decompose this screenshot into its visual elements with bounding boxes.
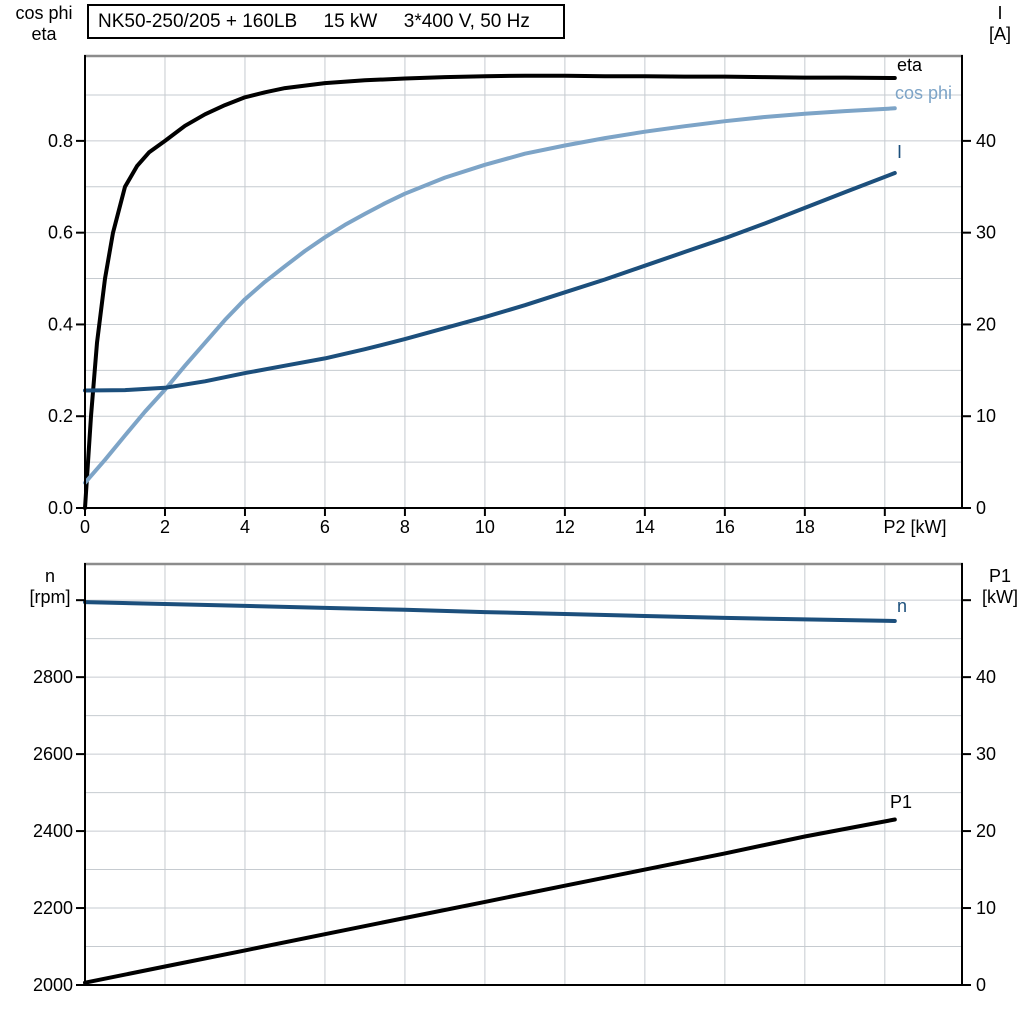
x-tick-label: 16 [715, 517, 735, 537]
right-tick-label: 0 [976, 498, 986, 518]
axis-label-eta: eta [31, 24, 57, 44]
x-tick-label: 8 [400, 517, 410, 537]
left-tick-label: 0.6 [48, 223, 73, 243]
x-axis-unit-label: P2 [kW] [883, 517, 946, 537]
left-tick-label: 2200 [33, 898, 73, 918]
axis-label-kw-unit: [kW] [982, 587, 1018, 607]
left-tick-label: 2800 [33, 667, 73, 687]
left-tick-label: 2000 [33, 975, 73, 995]
left-tick-label: 2600 [33, 744, 73, 764]
axis-label-p1: P1 [988, 566, 1012, 586]
right-tick-label: 20 [976, 821, 996, 841]
series-label-n: n [897, 596, 907, 616]
axis-label-cos-phi: cos phi [15, 3, 73, 23]
chart-title: NK50-250/205 + 160LB 15 kW 3*400 V, 50 H… [98, 10, 530, 32]
right-tick-label: 40 [976, 131, 996, 151]
top-chart-right-axis-label: I [A] [968, 3, 1024, 45]
x-tick-label: 2 [160, 517, 170, 537]
left-tick-label: 0.8 [48, 131, 73, 151]
series-label-eta: eta [897, 55, 923, 75]
series-label-I: I [897, 142, 902, 162]
axis-label-speed: n [44, 566, 55, 586]
curve-cos-phi [83, 106, 897, 485]
right-tick-label: 10 [976, 898, 996, 918]
right-tick-label: 30 [976, 744, 996, 764]
x-tick-label: 0 [80, 517, 90, 537]
left-tick-label: 0.2 [48, 406, 73, 426]
right-tick-label: 30 [976, 223, 996, 243]
x-tick-label: 6 [320, 517, 330, 537]
axis-label-current: I [997, 3, 1003, 23]
curve-eta [83, 73, 897, 510]
right-tick-label: 20 [976, 314, 996, 334]
x-tick-label: 12 [555, 517, 575, 537]
x-tick-label: 18 [795, 517, 815, 537]
curve-n [83, 600, 897, 623]
right-tick-label: 0 [976, 975, 986, 995]
chart-title-box: NK50-250/205 + 160LB 15 kW 3*400 V, 50 H… [87, 4, 565, 39]
left-tick-label: 0.4 [48, 314, 73, 334]
series-label-P1: P1 [890, 792, 912, 812]
axis-label-rpm-unit: [rpm] [29, 587, 71, 607]
right-tick-label: 10 [976, 406, 996, 426]
x-tick-label: 10 [475, 517, 495, 537]
left-tick-label: 0.0 [48, 498, 73, 518]
x-tick-label: 4 [240, 517, 250, 537]
bottom-chart-right-axis-label: P1 [kW] [972, 566, 1024, 608]
left-tick-label: 2400 [33, 821, 73, 841]
series-label-cos-phi: cos phi [895, 83, 952, 103]
top-chart-left-axis-label: cos phi eta [4, 3, 84, 45]
curve-P1 [83, 817, 897, 985]
curve-I [83, 171, 897, 393]
bottom-chart-left-axis-label: n [rpm] [12, 566, 88, 608]
x-tick-label: 14 [635, 517, 655, 537]
right-tick-label: 40 [976, 667, 996, 687]
axis-label-ampere-unit: [A] [988, 24, 1011, 44]
